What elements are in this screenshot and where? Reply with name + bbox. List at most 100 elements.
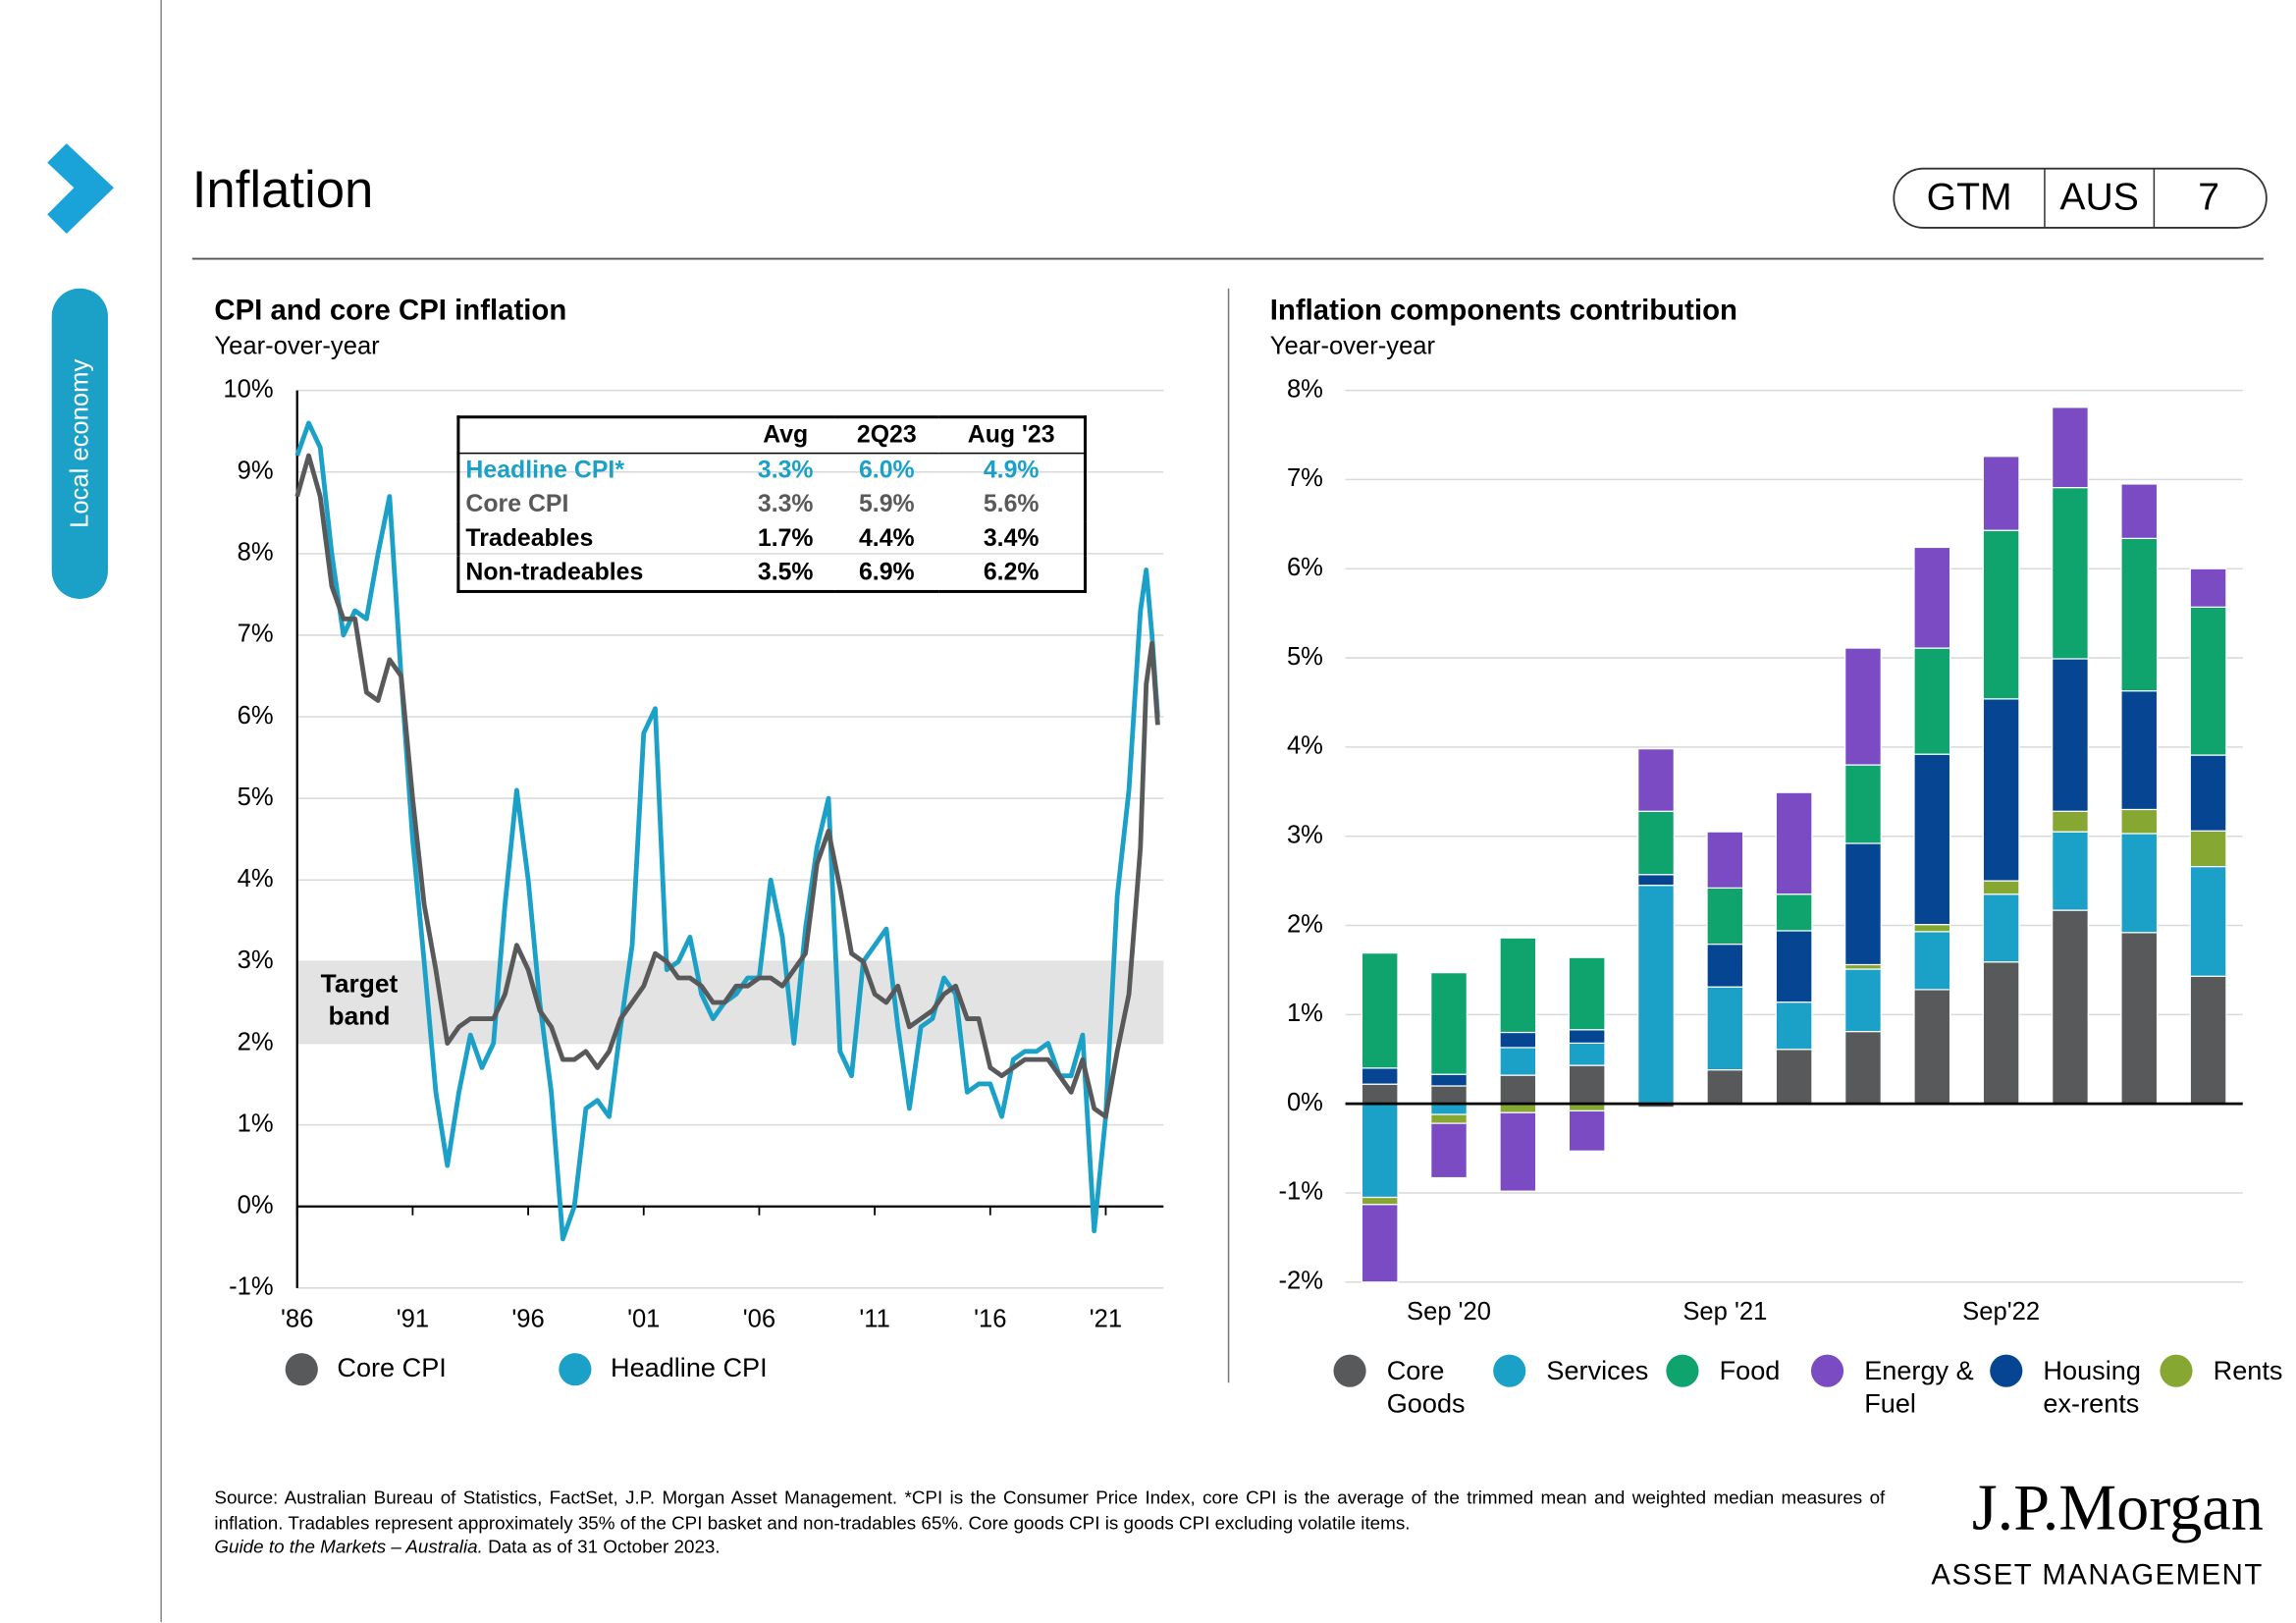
y-tick-label: 1%: [1287, 1000, 1323, 1027]
bar-segment: [1361, 1196, 1399, 1206]
bar-segment: [1430, 1122, 1468, 1179]
series-line: [294, 420, 1160, 1242]
bar-segment: [1430, 1103, 1468, 1115]
bar-segment: [1361, 1103, 1399, 1199]
legend-swatch: [1493, 1354, 1526, 1387]
bar-segment: [2120, 932, 2159, 1105]
y-tick-label: 0%: [1287, 1089, 1323, 1116]
legend-label: Headline CPI: [611, 1352, 768, 1382]
y-tick-label: 6%: [1287, 554, 1323, 581]
guide-line: Guide to the Markets – Australia. Data a…: [214, 1535, 1885, 1559]
table-row: Core CPI 3.3% 5.9% 5.6%: [458, 488, 1086, 522]
band-label: Target band: [320, 968, 399, 1031]
x-tick-label: '16: [974, 1306, 1006, 1333]
chart-title: Inflation components contribution: [1270, 295, 1737, 327]
bar-segment: [1982, 456, 2020, 531]
bar-segment: [1982, 880, 2020, 895]
legend-swatch: [1666, 1354, 1699, 1387]
bar-chart: -2% -1% 0% 1% 2% 3% 4% 5% 6% 7% 8% Sep '20 Sep '21 Se…: [1278, 375, 2243, 1387]
bar-segment: [1430, 1085, 1468, 1105]
bar-segment: [1568, 956, 1606, 1031]
bar-segment: [1568, 1029, 1606, 1044]
column-header: Avg: [736, 416, 835, 455]
legend-label: Housing ex-rents: [2043, 1356, 2141, 1419]
bar-segment: [2120, 537, 2159, 692]
y-tick-label: 7%: [238, 621, 274, 648]
series-line: [294, 453, 1160, 1119]
stats-table: Avg 2Q23 Aug '23 Headline CPI* 3.3% 6.0% 4.9%…: [456, 415, 1087, 593]
bar-segment: [1430, 1113, 1468, 1124]
legend-label: Core CPI: [337, 1352, 446, 1382]
badge: [1893, 167, 2268, 229]
bar-segment: [1568, 1064, 1606, 1105]
bar-segment: [1706, 986, 1744, 1071]
cell: 6.2%: [983, 559, 1040, 586]
bar-segment: [2120, 690, 2159, 811]
y-tick-label: 6%: [238, 702, 274, 730]
y-tick-label: 9%: [238, 457, 274, 484]
legend-label: Core Goods: [1386, 1356, 1466, 1419]
y-tick-label: -1%: [229, 1273, 274, 1301]
cell: 3.3%: [757, 457, 814, 484]
bar-segment: [1706, 831, 1744, 889]
bar-segment: [2120, 833, 2159, 934]
bar-segment: [1913, 546, 1951, 649]
bar-segment: [1637, 874, 1675, 887]
y-tick-label: -1%: [1278, 1178, 1323, 1206]
bar-segment: [1913, 924, 1951, 933]
bar-segment: [1706, 887, 1744, 946]
bar-segment: [1913, 647, 1951, 755]
bar-segment: [2120, 808, 2159, 835]
bar-segment: [1637, 810, 1675, 876]
legend-swatch: [559, 1353, 592, 1386]
y-tick-label: 4%: [1287, 732, 1323, 760]
bar-segment: [1361, 1204, 1399, 1283]
table-row: Headline CPI* 3.3% 6.0% 4.9%: [458, 454, 1086, 488]
y-tick-label: 4%: [238, 865, 274, 893]
y-tick-label: 8%: [1287, 375, 1323, 403]
bar-segment: [1775, 1001, 1813, 1051]
row-name: Headline CPI*: [465, 457, 625, 484]
row-name: Non-tradeables: [465, 559, 644, 586]
legend-swatch: [285, 1353, 318, 1386]
cell: 3.3%: [757, 491, 814, 518]
bar-segment: [1361, 952, 1399, 1069]
x-tick-label: '06: [743, 1306, 775, 1333]
cell: 3.4%: [983, 524, 1040, 552]
bar-segment: [1499, 1103, 1537, 1113]
bar-segment: [2189, 754, 2227, 832]
guide-title: Guide to the Markets – Australia.: [214, 1536, 483, 1557]
data-date: Data as of 31 October 2023.: [488, 1536, 721, 1557]
legend-label: Food: [1719, 1356, 1781, 1386]
bar-segment: [1361, 1083, 1399, 1105]
bar-segment: [1775, 791, 1813, 895]
bar-segment: [1499, 1031, 1537, 1049]
badge-text: 7: [2198, 177, 2219, 219]
cell: 3.5%: [757, 559, 814, 586]
bar-segment: [2052, 831, 2089, 911]
line-chart: -1% 0% 1% 2% 3% 4% 5% 6% 7% 8% 9% 10% '86 '91 '96 '01 '0…: [223, 375, 1164, 1386]
x-tick-label: Sep'22: [1962, 1298, 2040, 1325]
x-tick-label: Sep '20: [1407, 1298, 1491, 1325]
y-tick-label: 1%: [238, 1109, 274, 1137]
bar-segment: [2052, 909, 2089, 1105]
source-note: Source: Australian Bureau of Statistics,…: [214, 1488, 1886, 1534]
bar-segment: [1361, 1067, 1399, 1085]
bar-segment: [2052, 486, 2089, 660]
footnote: Source: Australian Bureau of Statistics,…: [214, 1487, 1885, 1560]
bar-segment: [1982, 893, 2020, 963]
bar-segment: [2189, 606, 2227, 756]
bar-segment: [1430, 1073, 1468, 1087]
bar-segment: [1499, 1047, 1537, 1076]
section-label: Local economy: [67, 359, 94, 528]
legend-label: Services: [1546, 1356, 1649, 1386]
page-title: Inflation: [192, 161, 374, 219]
y-tick-label: 0%: [238, 1191, 274, 1218]
badge-text: GTM: [1927, 177, 2012, 219]
section-tab: [51, 288, 108, 599]
x-tick-label: '01: [627, 1306, 660, 1333]
y-tick-label: 5%: [238, 784, 274, 811]
chart-subtitle: Year-over-year: [1270, 333, 1436, 360]
